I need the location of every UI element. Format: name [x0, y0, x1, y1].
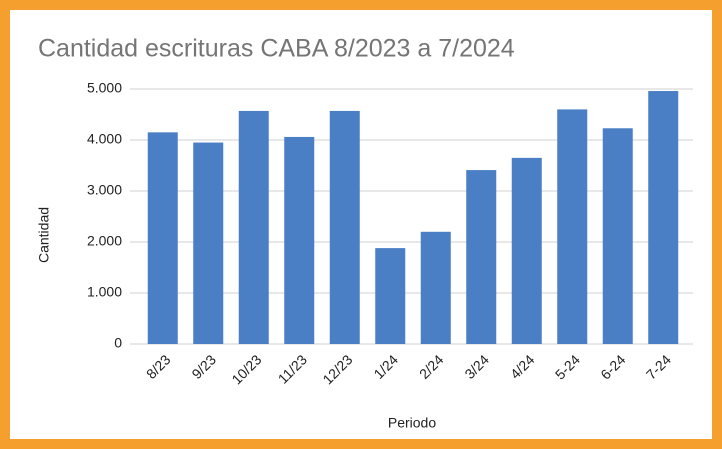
y-tick-label: 4.000 — [87, 131, 122, 147]
bar — [420, 231, 451, 344]
bar — [466, 170, 497, 344]
bar — [193, 142, 224, 344]
y-tick-label: 1.000 — [87, 284, 122, 300]
bar — [511, 157, 542, 344]
bar — [648, 91, 679, 344]
y-axis-label: Cantidad — [36, 207, 52, 263]
bar — [238, 110, 269, 345]
y-tick-label: 5.000 — [87, 80, 122, 96]
chart-title: Cantidad escrituras CABA 8/2023 a 7/2024 — [38, 35, 515, 63]
bar — [602, 128, 633, 344]
bar — [284, 136, 315, 344]
bar — [329, 110, 360, 345]
bar — [375, 248, 406, 344]
bar — [147, 132, 178, 344]
x-axis-label: Periodo — [388, 415, 436, 431]
y-tick-label: 3.000 — [87, 182, 122, 198]
y-tick-label: 0 — [114, 335, 122, 351]
bar — [557, 109, 588, 345]
y-tick-label: 2.000 — [87, 233, 122, 249]
